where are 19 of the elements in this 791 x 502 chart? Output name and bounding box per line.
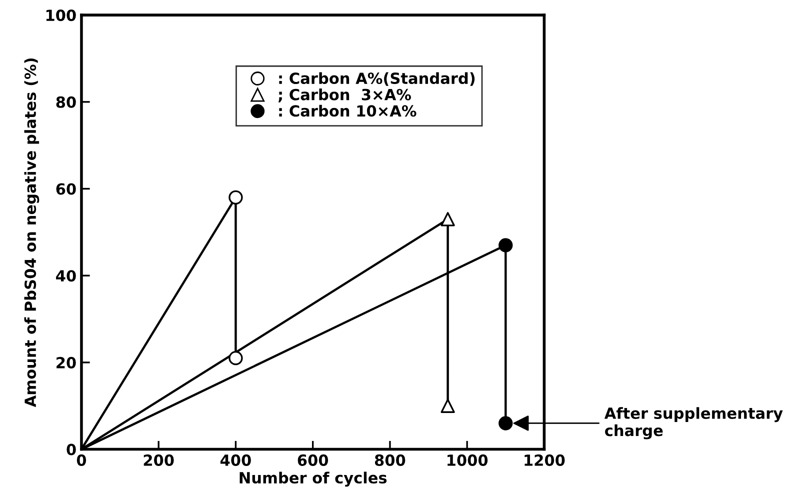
x-tick-label: 0	[76, 454, 86, 466]
y-tick-label: 60	[56, 183, 76, 195]
legend-label: : Carbon A%(Standard)	[279, 72, 475, 86]
y-axis-title: Amount of PbS04 on negative plates (%)	[24, 58, 40, 408]
annotation: After supplementary charge	[604, 407, 783, 440]
y-tick-label: 80	[56, 96, 76, 108]
x-tick-label: 800	[374, 454, 406, 466]
y-tick-label: 40	[56, 270, 76, 282]
legend-label: ; Carbon 3×A%	[278, 88, 411, 102]
x-axis-title: Number of cycles	[240, 472, 387, 487]
y-tick-label: 100	[46, 10, 76, 22]
x-tick-label: 1200	[524, 454, 565, 466]
x-tick-label: 1000	[448, 454, 488, 466]
y-tick-label: 20	[56, 356, 76, 368]
x-tick-label: 600	[298, 454, 328, 466]
legend-label: : Carbon 10×A%	[279, 104, 416, 117]
x-tick-label: 200	[144, 454, 174, 466]
x-tick-label: 400	[220, 454, 251, 466]
y-tick-label: 0	[66, 444, 76, 456]
